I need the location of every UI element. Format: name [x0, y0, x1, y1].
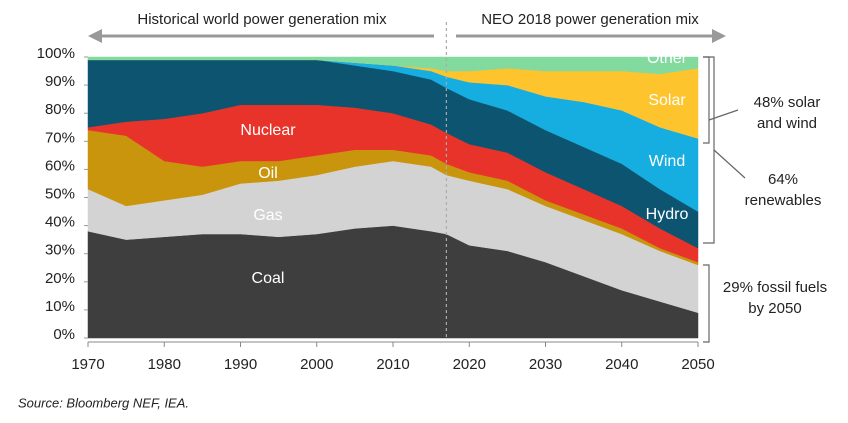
y-tick-label: 70%: [45, 129, 75, 146]
bracket: [703, 264, 710, 343]
brackets: [703, 56, 746, 343]
y-tick-label: 90%: [45, 73, 75, 90]
source: Source: Bloomberg NEF, IEA.: [18, 395, 189, 410]
y-tick-label: 40%: [45, 214, 75, 231]
series-label: Coal: [252, 270, 285, 287]
x-tick-label: 2040: [605, 356, 638, 373]
series-label: Gas: [253, 207, 282, 224]
x-tick-label: 2020: [453, 356, 486, 373]
header-left: Historical world power generation mix: [137, 11, 387, 28]
y-tick-label: 50%: [45, 185, 75, 202]
series-label: Wind: [649, 153, 685, 170]
y-tick-label: 10%: [45, 298, 75, 315]
x-tick-label: 2030: [529, 356, 562, 373]
arrow-head: [712, 29, 726, 43]
bracket: [703, 56, 710, 144]
series-label: Solar: [648, 92, 686, 109]
y-tick-label: 0%: [53, 326, 75, 343]
x-tick-label: 1970: [71, 356, 104, 373]
annotation: 29% fossil fuels: [723, 279, 827, 296]
series-label: Nuclear: [240, 122, 296, 139]
x-tick-label: 2050: [681, 356, 714, 373]
arrow-head: [88, 29, 102, 43]
x-tick-label: 1980: [148, 356, 181, 373]
plot: [87, 56, 699, 339]
annotation: 48% solar: [754, 94, 821, 111]
leader: [713, 149, 746, 179]
series-label: Other: [647, 50, 688, 67]
header-right: NEO 2018 power generation mix: [481, 11, 699, 28]
annotation: and wind: [757, 115, 817, 132]
series-label: Oil: [258, 165, 278, 182]
y-tick-label: 30%: [45, 242, 75, 259]
x-tick-label: 2000: [300, 356, 333, 373]
x-tick-label: 1990: [224, 356, 257, 373]
leader: [708, 109, 739, 121]
y-tick-label: 80%: [45, 101, 75, 118]
x-tick-label: 2010: [376, 356, 409, 373]
annotation: by 2050: [748, 300, 801, 317]
area: [87, 56, 699, 75]
header-arrows: [88, 29, 726, 43]
series-label: Hydro: [646, 206, 689, 223]
y-tick-label: 20%: [45, 270, 75, 287]
y-tick-label: 100%: [37, 45, 75, 62]
annotation: 64%: [768, 171, 798, 188]
y-tick-label: 60%: [45, 157, 75, 174]
annotation: renewables: [745, 192, 822, 209]
